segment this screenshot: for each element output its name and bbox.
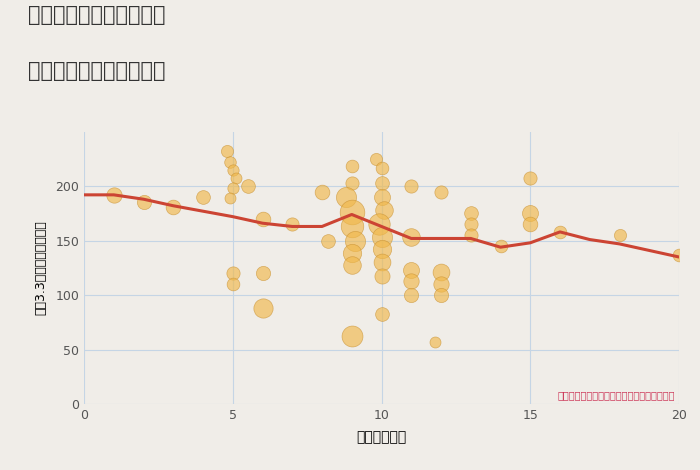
Point: [435, 291, 447, 299]
Point: [465, 220, 476, 228]
Point: [376, 164, 387, 172]
Point: [346, 223, 357, 230]
X-axis label: 駅距離（分）: 駅距離（分）: [356, 431, 407, 445]
Point: [376, 258, 387, 266]
Point: [376, 310, 387, 317]
Point: [197, 193, 209, 201]
Point: [346, 179, 357, 187]
Point: [614, 231, 625, 239]
Point: [406, 182, 417, 190]
Point: [322, 237, 333, 244]
Point: [465, 210, 476, 217]
Point: [257, 305, 268, 312]
Point: [346, 249, 357, 257]
Point: [316, 188, 328, 196]
Point: [673, 251, 685, 258]
Point: [227, 270, 238, 277]
Point: [227, 166, 238, 173]
Point: [406, 277, 417, 285]
Point: [370, 155, 381, 163]
Point: [373, 220, 384, 228]
Point: [227, 185, 238, 192]
Point: [435, 188, 447, 196]
Point: [376, 234, 387, 241]
Point: [257, 215, 268, 223]
Point: [138, 199, 149, 206]
Point: [346, 209, 357, 216]
Point: [435, 268, 447, 276]
Point: [168, 203, 179, 211]
Point: [525, 210, 536, 217]
Point: [221, 148, 232, 155]
Point: [340, 193, 351, 201]
Point: [346, 332, 357, 339]
Point: [554, 228, 566, 235]
Point: [376, 272, 387, 279]
Point: [227, 281, 238, 288]
Point: [376, 193, 387, 201]
Point: [406, 266, 417, 274]
Point: [224, 158, 235, 166]
Point: [406, 291, 417, 299]
Point: [435, 281, 447, 288]
Point: [376, 246, 387, 253]
Point: [230, 175, 241, 182]
Point: [379, 206, 390, 214]
Point: [495, 243, 506, 250]
Point: [406, 234, 417, 241]
Point: [287, 220, 298, 228]
Point: [349, 237, 360, 244]
Point: [257, 270, 268, 277]
Y-axis label: 坪（3.3㎡）単価（万円）: 坪（3.3㎡）単価（万円）: [34, 220, 47, 315]
Point: [346, 261, 357, 268]
Text: 円の大きさは、取引のあった物件面積を示す: 円の大きさは、取引のあった物件面積を示す: [557, 390, 675, 400]
Point: [224, 195, 235, 202]
Point: [376, 179, 387, 187]
Point: [346, 163, 357, 170]
Point: [525, 175, 536, 182]
Point: [242, 182, 253, 190]
Point: [108, 191, 119, 199]
Text: 駅距離別中古戸建て価格: 駅距離別中古戸建て価格: [28, 61, 165, 81]
Text: 兵庫県西宮市上甲東園の: 兵庫県西宮市上甲東園の: [28, 5, 165, 25]
Point: [430, 338, 441, 346]
Point: [465, 231, 476, 239]
Point: [525, 220, 536, 228]
